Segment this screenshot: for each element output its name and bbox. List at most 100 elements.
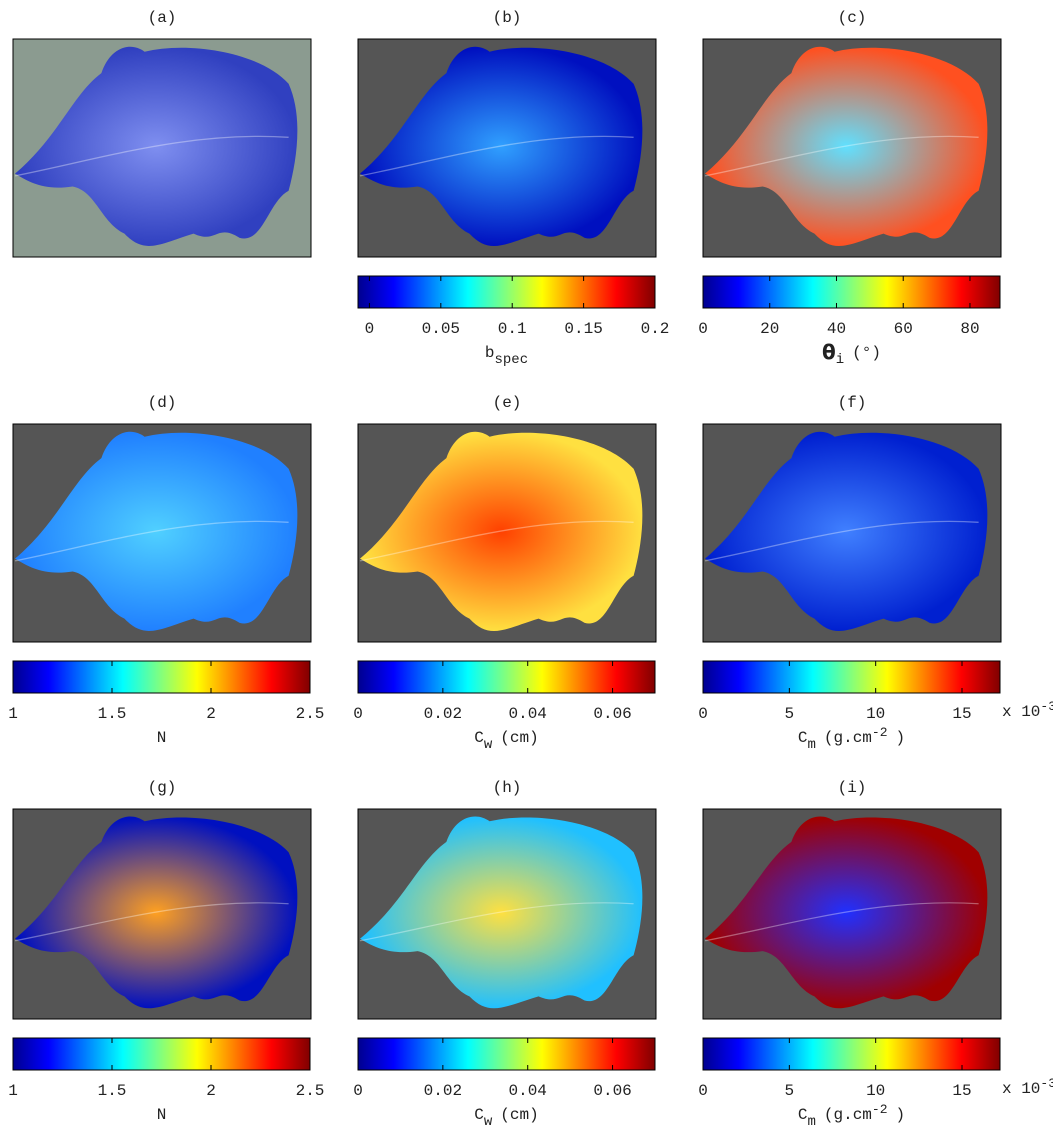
leaf-shape <box>15 46 298 246</box>
panel-image <box>702 38 1002 258</box>
colorbar-tick-label: 0 <box>365 320 375 338</box>
label-part: -2 <box>872 725 888 740</box>
leaf-midrib <box>14 520 289 562</box>
colorbar-tick-label: 15 <box>952 705 971 723</box>
leaf-midrib <box>359 135 634 177</box>
colorbar <box>357 1037 656 1071</box>
colorbar <box>12 1037 311 1071</box>
leaf <box>704 46 988 246</box>
colorbar-tick-label: 0.02 <box>424 705 462 723</box>
label-part: N <box>157 729 167 747</box>
label-part: -3 <box>1040 699 1053 714</box>
panel-label: (b) <box>493 9 522 27</box>
colorbar-tick-label: 10 <box>866 705 885 723</box>
leaf-midrib <box>359 902 634 942</box>
colorbar-tick-label: 0.2 <box>641 320 670 338</box>
colorbar-tick-label: 0.04 <box>509 1082 547 1100</box>
label-part: x 10 <box>1002 703 1040 721</box>
label-part: (cm) <box>500 1106 538 1124</box>
leaf-shape <box>705 431 988 631</box>
colorbar <box>702 660 1001 694</box>
leaf-shape <box>705 816 988 1009</box>
colorbar-tick-label: 1 <box>8 705 18 723</box>
leaf <box>14 816 298 1009</box>
colorbar-exponent: x 10-3 <box>1002 1076 1053 1099</box>
panel-label: (g) <box>148 779 177 797</box>
colorbar-label: Cw (cm) <box>474 1106 538 1130</box>
leaf-midrib <box>704 902 979 942</box>
leaf <box>704 431 988 631</box>
colorbar-tick-label: 2.5 <box>296 705 325 723</box>
leaf-midrib <box>704 135 979 177</box>
colorbar-tick-label: 0 <box>698 320 708 338</box>
leaf-midrib <box>14 902 289 942</box>
label-part: (cm) <box>500 729 538 747</box>
label-part: (g.cm <box>824 729 872 747</box>
colorbar-tick-label: 0.06 <box>593 705 631 723</box>
leaf-midrib <box>359 520 634 562</box>
colorbar-tick-label: 80 <box>960 320 979 338</box>
colorbar-label: Cm (g.cm-2) <box>798 725 905 753</box>
colorbar-tick-label: 0.15 <box>564 320 602 338</box>
label-part: w <box>484 737 493 753</box>
label-part: θ <box>822 340 836 364</box>
panel-image <box>702 808 1002 1020</box>
label-part: ) <box>896 729 906 747</box>
label-part: C <box>798 729 808 747</box>
label-part: C <box>474 1106 484 1124</box>
label-part: -3 <box>1040 1076 1053 1091</box>
panel-image <box>357 38 657 258</box>
panel-image <box>702 423 1002 643</box>
leaf <box>14 431 298 631</box>
leaf-midrib <box>704 520 979 562</box>
colorbar-tick-label: 0 <box>353 1082 363 1100</box>
colorbar-tick-label: 0 <box>353 705 363 723</box>
panel-image <box>12 423 312 643</box>
colorbar-tick-label: 0.06 <box>593 1082 631 1100</box>
panel-label: (f) <box>838 394 867 412</box>
colorbar-tick-label: 0 <box>698 705 708 723</box>
label-part: (°) <box>852 344 881 362</box>
panel-label: (a) <box>148 9 177 27</box>
leaf <box>359 46 643 246</box>
label-part: m <box>807 1114 815 1130</box>
label-part: w <box>484 1114 493 1130</box>
label-part: -2 <box>872 1102 888 1117</box>
colorbar-tick-label: 0.02 <box>424 1082 462 1100</box>
colorbar <box>357 660 656 694</box>
panel-label: (i) <box>838 779 867 797</box>
leaf-shape <box>705 46 988 246</box>
label-part: x 10 <box>1002 1080 1040 1098</box>
colorbar-tick-label: 10 <box>866 1082 885 1100</box>
label-part: spec <box>495 352 529 368</box>
colorbar-label: Cm (g.cm-2) <box>798 1102 905 1130</box>
colorbar-label: N <box>157 1106 167 1124</box>
colorbar-tick-label: 5 <box>785 1082 795 1100</box>
leaf <box>704 816 988 1009</box>
colorbar-label: Cw (cm) <box>474 729 538 753</box>
colorbar-tick-label: 0 <box>698 1082 708 1100</box>
label-part: i <box>836 352 844 368</box>
panel-label: (h) <box>493 779 522 797</box>
label-part: ) <box>896 1106 906 1124</box>
panel-label: (c) <box>838 9 867 27</box>
label-part: m <box>807 737 815 753</box>
colorbar-tick-label: 0.04 <box>509 705 547 723</box>
label-part: C <box>798 1106 808 1124</box>
panel-image <box>357 808 657 1020</box>
leaf-shape <box>15 816 298 1009</box>
leaf-shape <box>360 46 643 246</box>
colorbar <box>12 660 311 694</box>
leaf <box>359 431 643 631</box>
colorbar-tick-label: 60 <box>894 320 913 338</box>
panel-label: (e) <box>493 394 522 412</box>
leaf <box>359 816 643 1009</box>
colorbar-tick-label: 1 <box>8 1082 18 1100</box>
colorbar-label: bspec <box>485 344 528 368</box>
colorbar-tick-label: 2.5 <box>296 1082 325 1100</box>
leaf-shape <box>360 816 643 1009</box>
colorbar <box>702 275 1001 309</box>
label-part: b <box>485 344 495 362</box>
colorbar-tick-label: 15 <box>952 1082 971 1100</box>
colorbar-label: N <box>157 729 167 747</box>
